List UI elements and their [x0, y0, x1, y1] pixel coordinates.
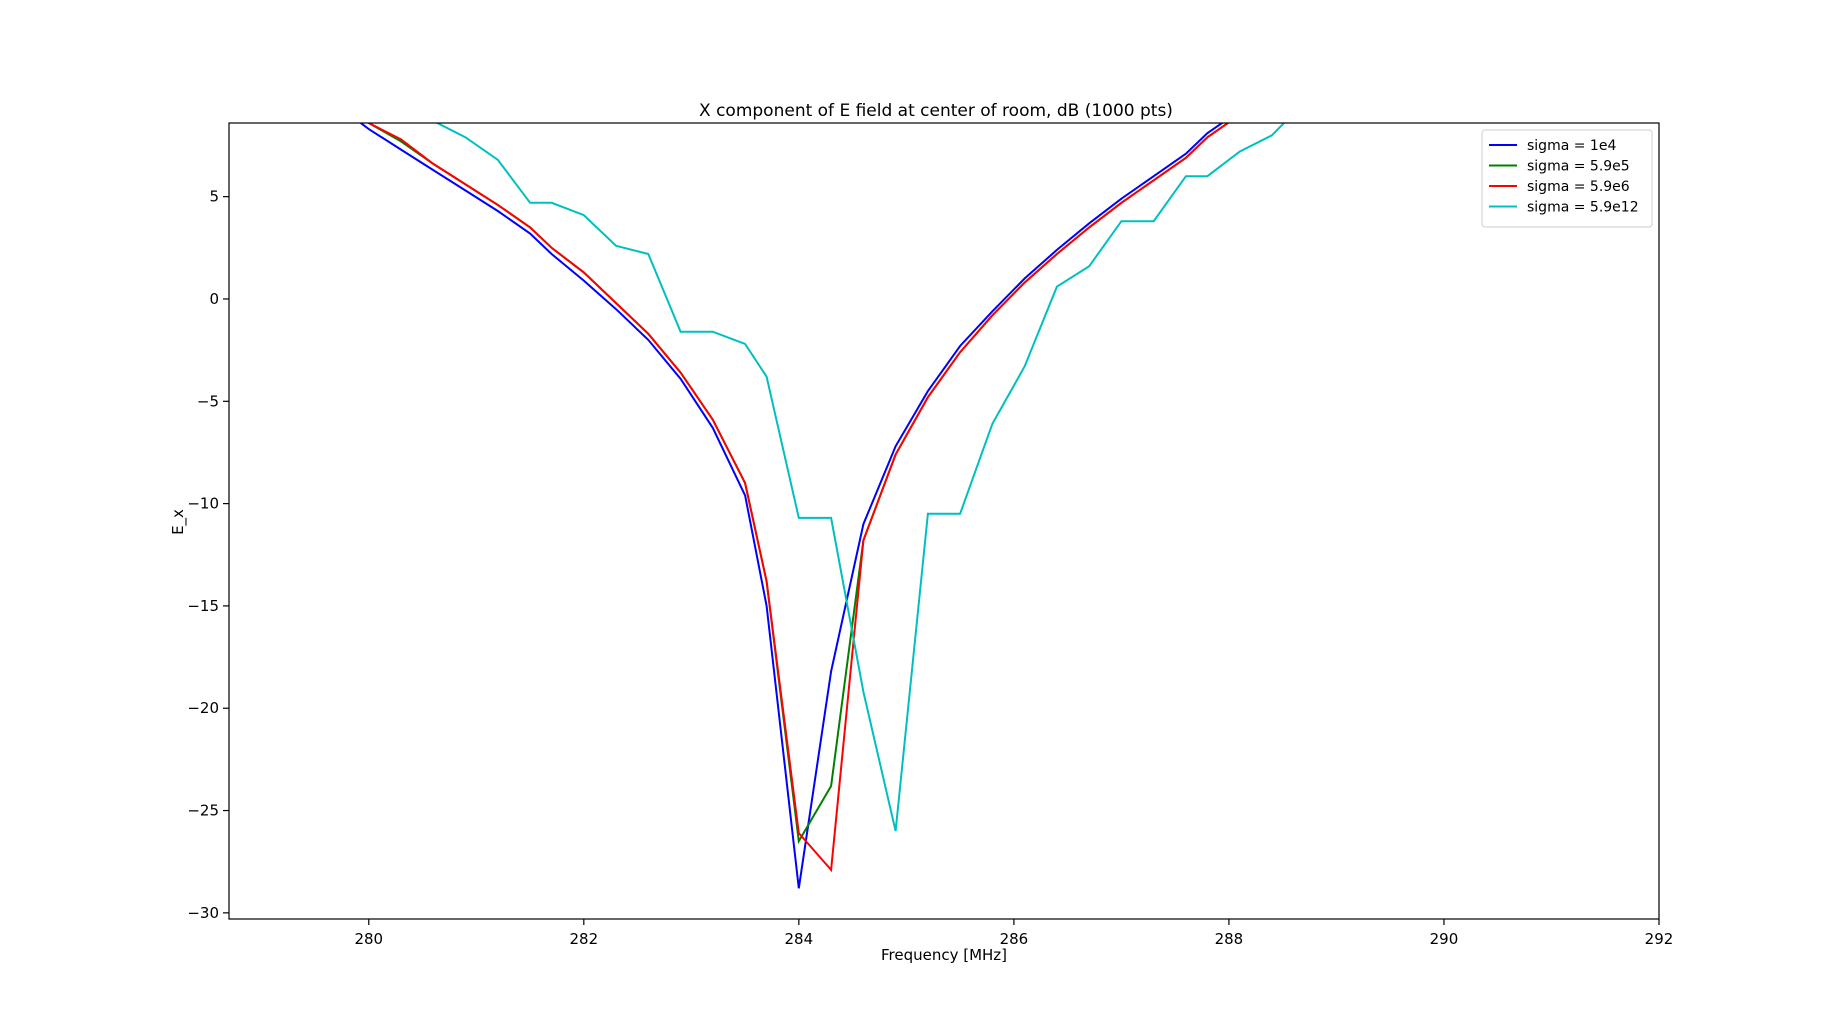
legend-label: sigma = 5.9e5 — [1527, 159, 1630, 175]
legend-label: sigma = 5.9e12 — [1527, 200, 1639, 216]
x-tick-label: 282 — [569, 930, 598, 948]
x-axis-label: Frequency [MHz] — [881, 946, 1007, 964]
x-tick-label: 284 — [785, 930, 814, 948]
y-tick-label: −25 — [187, 802, 219, 820]
y-tick-label: −10 — [187, 495, 219, 513]
y-tick-label: 5 — [209, 188, 219, 206]
legend: sigma = 1e4 sigma = 5.9e5 sigma = 5.9e6 sig… — [1481, 129, 1653, 228]
y-axis-label: E_x — [169, 509, 188, 535]
y-tick-label: −15 — [187, 597, 219, 615]
x-axis: 280 282 284 286 288 290 292 — [354, 919, 1673, 948]
series-layer — [359, 123, 1286, 889]
plot-area-frame — [228, 122, 1660, 920]
y-tick-label: −20 — [187, 699, 219, 717]
y-tick-label: −5 — [197, 392, 219, 410]
y-tick-label: −30 — [187, 904, 219, 922]
series-line-4 — [435, 123, 1286, 832]
y-axis: 5 0 −5 −10 −15 −20 −25 −30 — [187, 188, 229, 922]
legend-box — [1481, 129, 1653, 228]
y-tick-label: 0 — [209, 290, 219, 308]
series-line-3 — [366, 123, 1230, 873]
x-tick-label: 280 — [354, 930, 383, 948]
x-tick-label: 286 — [1000, 930, 1029, 948]
chart-title: X component of E field at center of room… — [699, 101, 1173, 121]
series-line-1 — [359, 123, 1224, 889]
x-tick-label: 288 — [1215, 930, 1244, 948]
x-tick-label: 292 — [1645, 930, 1674, 948]
legend-label: sigma = 5.9e6 — [1527, 179, 1630, 195]
legend-label: sigma = 1e4 — [1527, 138, 1616, 154]
x-tick-label: 290 — [1430, 930, 1459, 948]
